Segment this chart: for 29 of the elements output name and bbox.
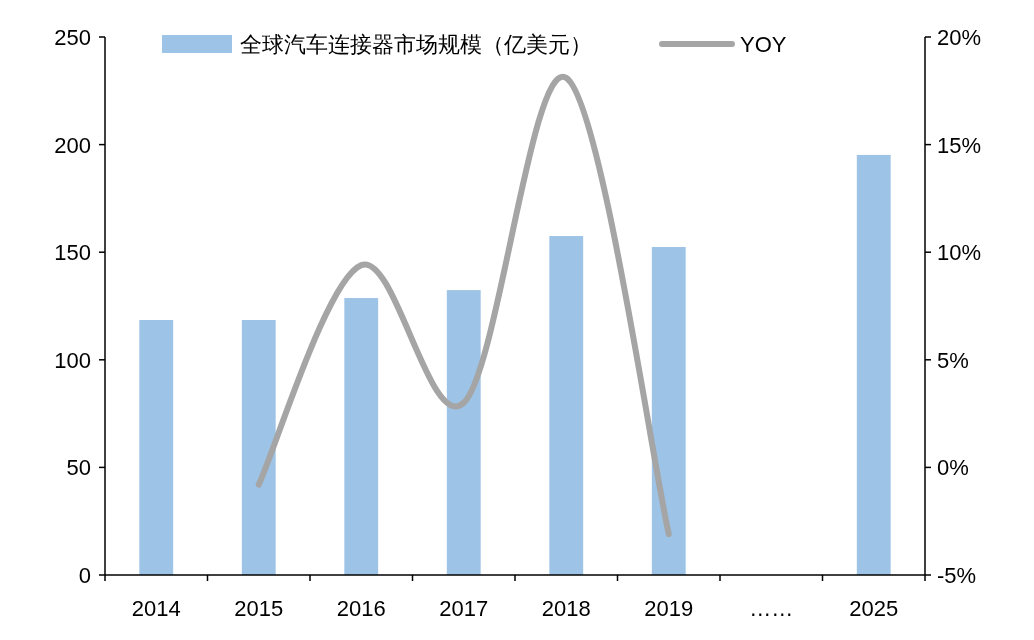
y-tick-label: 50	[66, 455, 91, 481]
legend-label: YOY	[740, 32, 787, 57]
y-tick-label: 200	[54, 132, 91, 158]
y2-tick-label: -5%	[937, 563, 977, 588]
bar	[446, 290, 481, 575]
y-tick-label: 150	[54, 240, 91, 266]
bar	[856, 154, 891, 575]
bar	[549, 236, 584, 575]
x-tick-label: 2016	[336, 596, 386, 621]
x-tick-label: 2019	[644, 596, 694, 621]
x-tick-label: 2017	[439, 596, 489, 621]
y2-tick-label: 5%	[937, 347, 969, 373]
x-tick-label: 2018	[541, 596, 591, 621]
bar	[344, 298, 379, 575]
legend-label: 全球汽车连接器市场规模（亿美元）	[240, 32, 592, 57]
bar	[241, 319, 276, 575]
y2-tick-label: 0%	[937, 455, 969, 481]
bar	[139, 319, 174, 575]
y-tick-label: 250	[54, 25, 91, 50]
x-tick-label: 2014	[131, 596, 181, 621]
y2-tick-label: 15%	[937, 132, 982, 158]
x-tick-label: ……	[749, 596, 794, 621]
x-tick-label: 2025	[849, 596, 899, 621]
x-tick-label: 2015	[234, 596, 284, 621]
y2-tick-label: 10%	[937, 240, 982, 266]
y-tick-label: 0	[78, 563, 91, 588]
bar	[651, 247, 686, 575]
y2-tick-label: 20%	[937, 25, 982, 50]
y-tick-label: 100	[54, 347, 91, 373]
